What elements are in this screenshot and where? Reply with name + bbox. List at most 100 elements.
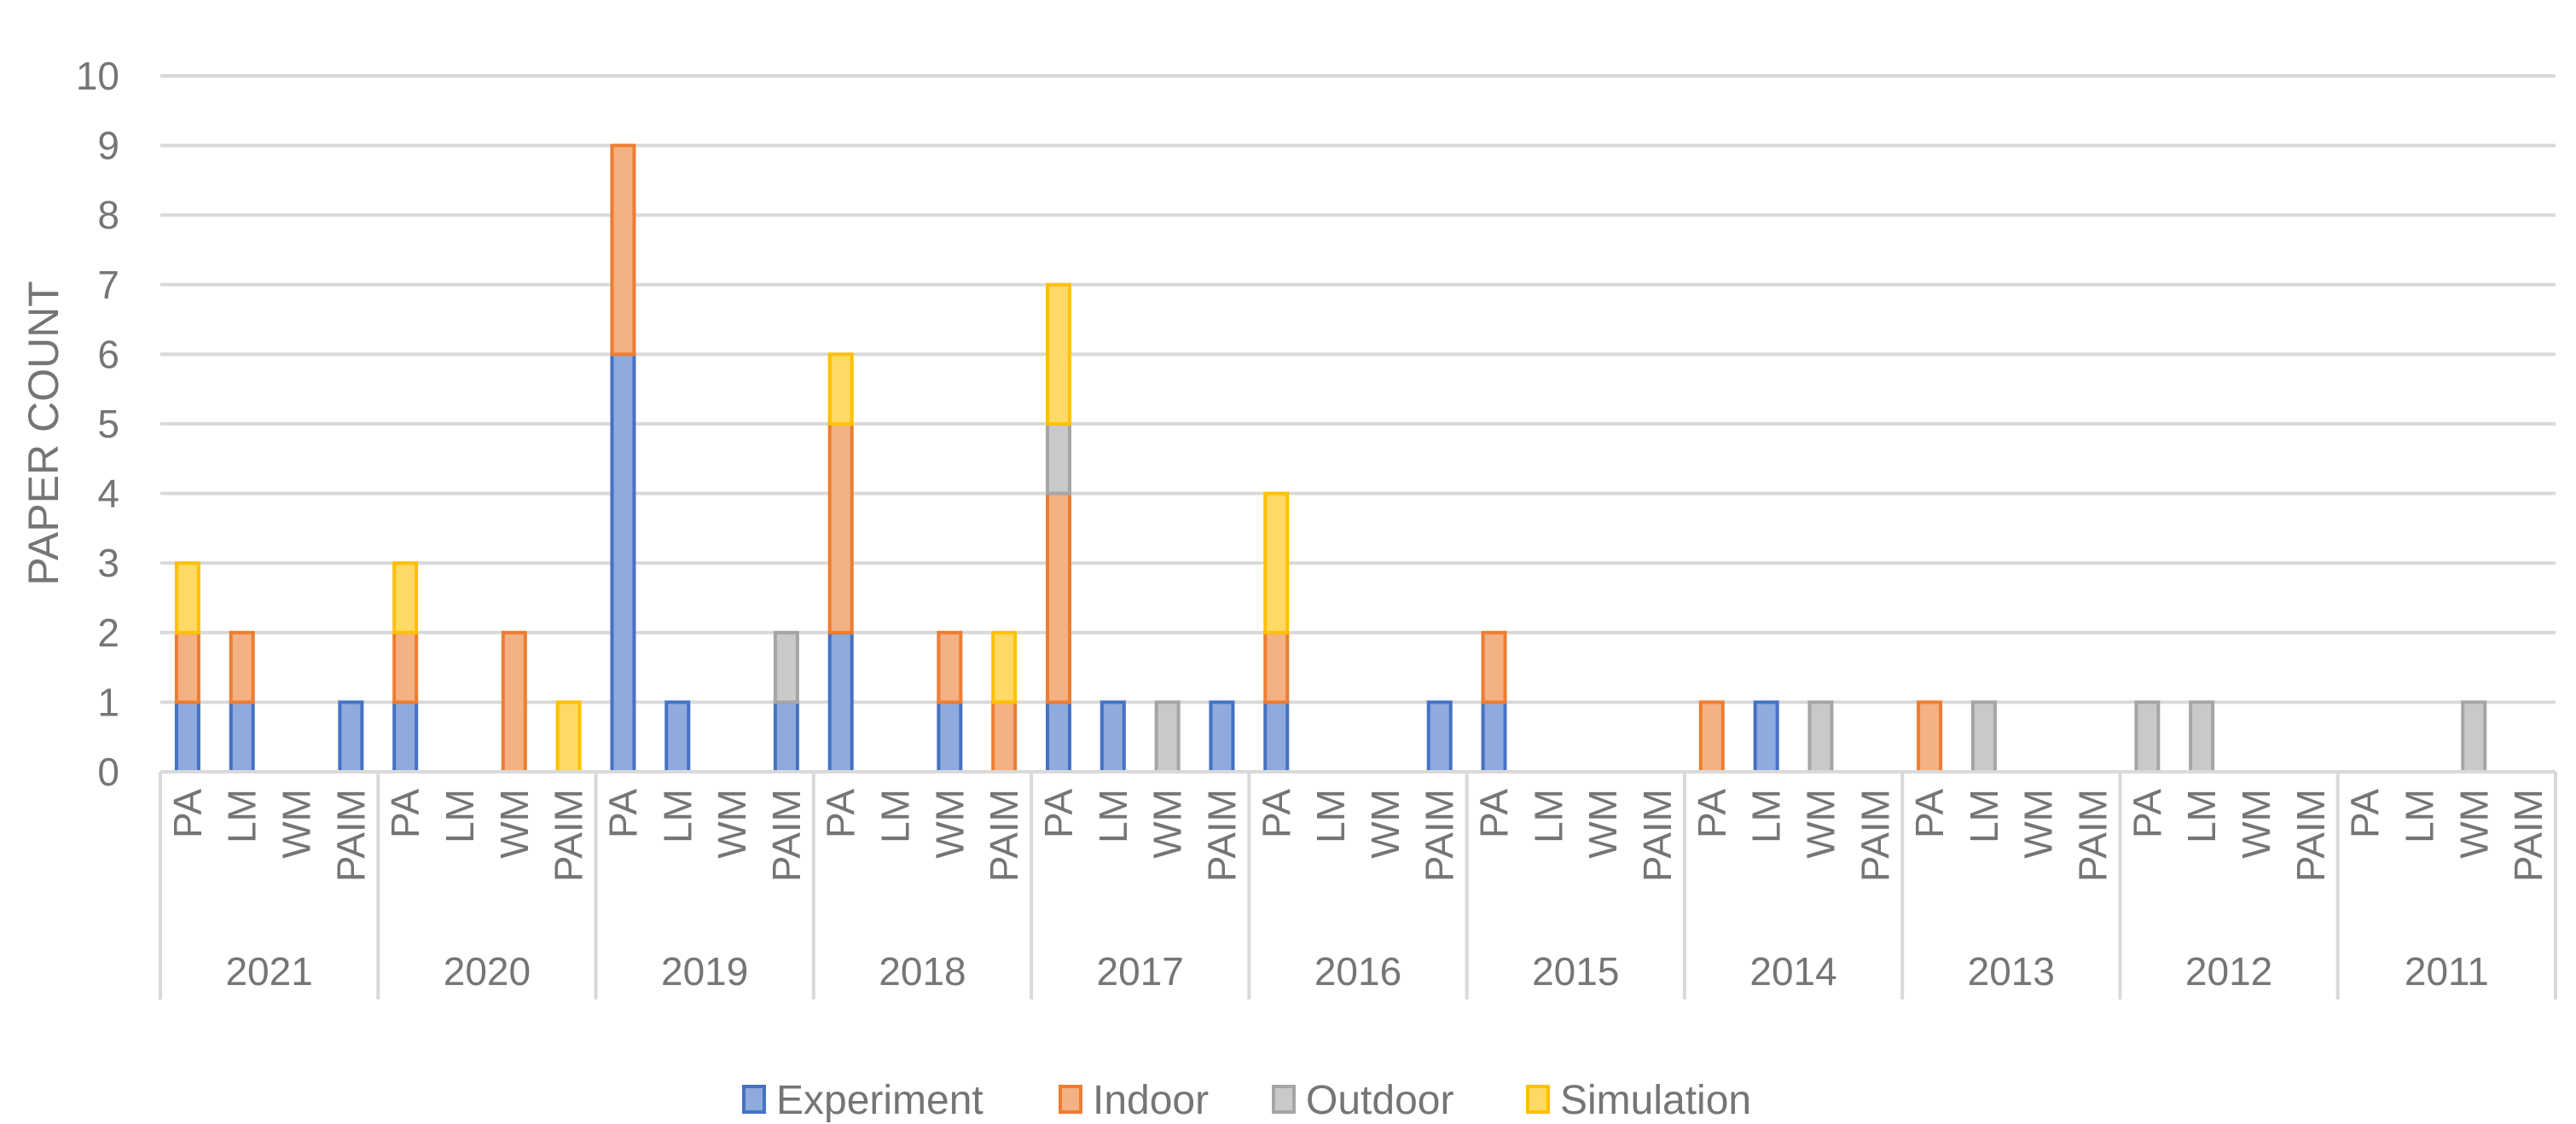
bar-segment-simulation-2017-pa [1046, 282, 1071, 426]
bar-segment-experiment-2017-pa [1046, 700, 1071, 774]
x-subcategory-label: LM [1526, 789, 1570, 843]
x-subcategory-label: LM [438, 789, 482, 843]
x-group-label: 2016 [1314, 949, 1401, 994]
y-tick-label: 2 [97, 611, 119, 655]
bar-segment-experiment-2018-pa [827, 630, 854, 773]
bar-segment-indoor-2021-pa [174, 630, 200, 704]
y-tick-label: 1 [97, 680, 119, 724]
bar-segment-indoor-2020-wm [501, 630, 527, 773]
legend-swatch-outdoor [1272, 1085, 1296, 1114]
bar-segment-indoor-2015-pa [1481, 630, 1507, 704]
x-subcategory-label: WM [1146, 789, 1190, 859]
legend: Experiment Indoor Outdoor Simulation [742, 1078, 1751, 1123]
legend-label-indoor: Indoor [1093, 1078, 1209, 1123]
x-subcategory-label: PA [1036, 789, 1081, 838]
y-tick-label: 4 [97, 472, 119, 516]
bar-segment-outdoor-2019-paim [773, 630, 799, 704]
bar-segment-outdoor-2017-wm [1154, 700, 1181, 774]
y-tick-label: 3 [97, 541, 119, 585]
x-group-label: 2017 [1097, 949, 1184, 994]
bar-segment-experiment-2021-lm [229, 700, 255, 774]
bar-segment-experiment-2019-lm [664, 700, 691, 774]
bar-segment-experiment-2016-paim [1426, 700, 1453, 774]
bar-segment-indoor-2014-pa [1698, 700, 1725, 774]
bar-segment-indoor-2021-lm [229, 630, 255, 704]
legend-label-outdoor: Outdoor [1306, 1078, 1453, 1123]
x-subcategory-label: LM [220, 789, 264, 843]
x-subcategory-label: PAIM [982, 789, 1026, 882]
x-group-label: 2018 [879, 949, 966, 994]
bar-segment-indoor-2018-pa [827, 422, 854, 634]
bar-segment-experiment-2021-pa [174, 700, 200, 774]
bar-segment-experiment-2017-lm [1099, 700, 1126, 774]
legend-swatch-simulation [1526, 1085, 1550, 1114]
x-group-label: 2021 [225, 949, 312, 994]
x-subcategory-label: PA [1254, 789, 1298, 838]
y-tick-label: 7 [97, 263, 119, 307]
y-tick-label: 10 [76, 54, 119, 98]
bar-segment-experiment-2019-paim [773, 700, 799, 774]
y-tick-label: 6 [97, 332, 119, 376]
bar-segment-experiment-2015-pa [1481, 700, 1507, 774]
x-subcategory-label: PA [2343, 789, 2387, 838]
x-subcategory-label: LM [1962, 789, 2006, 843]
bar-segment-indoor-2016-pa [1263, 630, 1290, 704]
bar-segment-experiment-2017-paim [1209, 700, 1235, 774]
bar-segment-simulation-2018-pa [827, 352, 854, 426]
bars [174, 143, 2487, 774]
bar-segment-experiment-2020-pa [392, 700, 419, 774]
x-subcategory-label: PAIM [2289, 789, 2333, 882]
bar-segment-indoor-2018-wm [937, 630, 963, 704]
bar-segment-indoor-2013-pa [1917, 700, 1943, 774]
x-subcategory-label: WM [2016, 789, 2061, 859]
x-subcategory-label: WM [1798, 789, 1842, 859]
x-subcategory-label: WM [1581, 789, 1625, 859]
x-subcategory-label: WM [927, 789, 972, 859]
x-subcategory-label: LM [2397, 789, 2441, 843]
x-group-label: 2019 [661, 949, 748, 994]
x-subcategory-label: LM [655, 789, 699, 843]
bar-segment-simulation-2021-pa [174, 561, 200, 634]
x-subcategory-label: PA [383, 789, 427, 838]
x-subcategory-label: LM [1091, 789, 1135, 843]
x-subcategory-label: PA [1690, 789, 1734, 838]
x-subcategory-label: LM [1744, 789, 1789, 843]
bar-segment-indoor-2019-pa [610, 143, 636, 356]
y-tick-label: 9 [97, 124, 119, 168]
bar-segment-simulation-2018-paim [991, 630, 1018, 704]
y-tick-label: 8 [97, 193, 119, 237]
x-subcategory-label: LM [2179, 789, 2224, 843]
x-subcategory-label: WM [710, 789, 754, 859]
bar-segment-outdoor-2017-pa [1046, 422, 1071, 495]
legend-swatch-indoor [1059, 1085, 1082, 1114]
x-subcategory-label: WM [2451, 789, 2496, 859]
x-subcategory-label: PA [165, 789, 210, 838]
x-subcategory-label: PAIM [2071, 789, 2115, 882]
bar-segment-indoor-2020-pa [392, 630, 419, 704]
bar-segment-simulation-2020-paim [555, 700, 582, 774]
x-subcategory-label: WM [2234, 789, 2278, 859]
x-subcategory-label: PAIM [1199, 789, 1244, 882]
bar-segment-outdoor-2013-lm [1970, 700, 1997, 774]
y-tick-label: 5 [97, 402, 119, 446]
y-axis-title: PAPER COUNT [20, 281, 67, 585]
legend-label-experiment: Experiment [776, 1078, 983, 1123]
legend-label-simulation: Simulation [1560, 1078, 1751, 1123]
x-subcategory-label: WM [1363, 789, 1407, 859]
x-subcategory-label: PAIM [1418, 789, 1462, 882]
bar-segment-indoor-2017-pa [1046, 491, 1071, 704]
x-subcategory-label: PAIM [764, 789, 809, 882]
bar-segment-experiment-2016-pa [1263, 700, 1290, 774]
bar-segment-outdoor-2012-pa [2134, 700, 2161, 774]
bar-segment-outdoor-2014-wm [1807, 700, 1834, 774]
x-subcategory-label: PA [2125, 789, 2169, 838]
x-group-label: 2013 [1968, 949, 2055, 994]
bar-segment-experiment-2014-lm [1753, 700, 1779, 774]
x-subcategory-label: PAIM [547, 789, 591, 882]
bar-segment-simulation-2020-pa [392, 561, 419, 634]
y-axis-ticks: 0 1 2 3 4 5 6 7 8 9 10 [76, 54, 119, 794]
x-group-label: 2011 [2405, 949, 2489, 994]
x-subcategory-label: LM [1308, 789, 1353, 843]
